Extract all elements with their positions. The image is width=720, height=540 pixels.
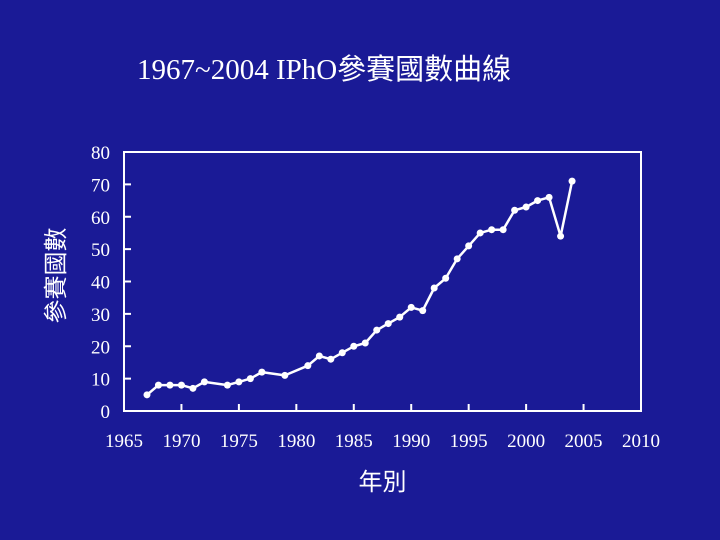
data-point (258, 368, 266, 376)
x-tick-label: 1975 (220, 431, 258, 452)
data-point (143, 391, 151, 399)
data-point (407, 303, 415, 311)
data-point (419, 307, 427, 315)
data-point (223, 381, 231, 389)
x-tick-label: 2010 (622, 431, 660, 452)
y-tick-label: 40 (91, 273, 110, 294)
data-point (453, 255, 461, 263)
series-line (146, 180, 574, 396)
y-tick-label: 0 (101, 402, 111, 423)
data-point (465, 242, 473, 250)
data-point (488, 226, 496, 234)
x-tick-label: 1980 (277, 431, 315, 452)
x-tick-label: 2000 (507, 431, 545, 452)
data-point (534, 197, 542, 205)
x-tick-label: 1995 (450, 431, 488, 452)
plot-border (123, 151, 642, 412)
data-point (235, 378, 243, 386)
x-tick-label: 1970 (162, 431, 200, 452)
x-tick-label: 1985 (335, 431, 373, 452)
data-point (361, 339, 369, 347)
data-point (315, 352, 323, 360)
x-tick-label: 1990 (392, 431, 430, 452)
data-point (396, 313, 404, 321)
slide-title: 1967~2004 IPhO參賽國數曲線 (137, 54, 512, 86)
data-point (373, 326, 381, 334)
data-point (189, 384, 197, 392)
x-axis: 1965 1970 1975 1980 1985 1990 1995 2000 2005 2010 (105, 404, 660, 452)
data-point (384, 320, 392, 328)
data-point (511, 206, 519, 214)
y-axis-title: 參賽國數 (42, 228, 70, 324)
y-axis: 0 10 20 30 40 50 60 70 80 (91, 143, 131, 423)
data-point (281, 371, 289, 379)
series-points-group (143, 177, 576, 399)
data-point (166, 381, 174, 389)
series-line-group (146, 180, 574, 396)
data-point (338, 349, 346, 357)
plot-frame (123, 151, 642, 412)
data-point (430, 284, 438, 292)
y-tick-label: 60 (91, 208, 110, 229)
y-tick-label: 80 (91, 143, 110, 164)
data-point (442, 274, 450, 282)
data-point (568, 177, 576, 185)
data-point (327, 355, 335, 363)
y-tick-label: 20 (91, 337, 110, 358)
data-point (522, 203, 530, 211)
y-tick-label: 10 (91, 370, 110, 391)
data-point (200, 378, 208, 386)
data-point (304, 362, 312, 370)
x-tick-label: 1965 (105, 431, 143, 452)
x-tick-label: 2005 (565, 431, 603, 452)
x-axis-title: 年別 (359, 468, 407, 496)
data-point (476, 229, 484, 237)
data-point (246, 375, 254, 383)
y-tick-label: 70 (91, 175, 110, 196)
data-point (177, 381, 185, 389)
data-point (499, 226, 507, 234)
data-point (545, 193, 553, 201)
data-point (350, 342, 358, 350)
data-point (557, 232, 565, 240)
y-tick-label: 30 (91, 305, 110, 326)
y-tick-label: 50 (91, 240, 110, 261)
data-point (154, 381, 162, 389)
